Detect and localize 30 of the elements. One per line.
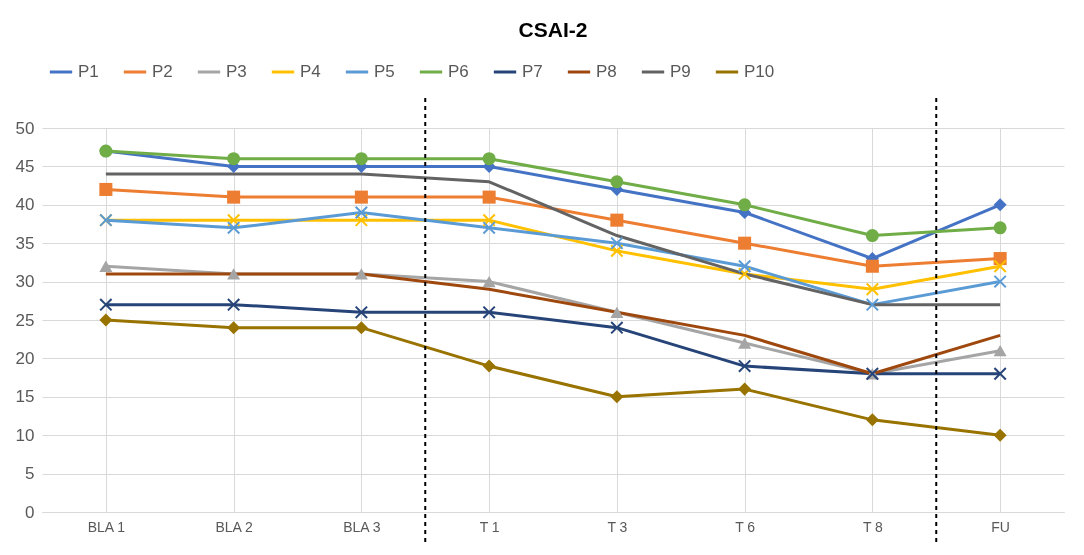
legend-label: P8 — [596, 62, 617, 81]
x-tick-label: T 8 — [862, 518, 884, 535]
legend-label: P9 — [670, 62, 691, 81]
legend-label: P6 — [448, 62, 469, 81]
x-tick-label: BLA 2 — [215, 518, 254, 535]
legend-label: P10 — [744, 62, 775, 81]
y-tick-label: 45 — [15, 156, 35, 176]
legend-label: P4 — [300, 62, 321, 81]
legend-label: P2 — [152, 62, 173, 81]
legend-label: P3 — [226, 62, 247, 81]
y-tick-label: 40 — [15, 195, 35, 215]
y-tick-label: 50 — [15, 118, 35, 138]
x-tick-label: T 1 — [479, 518, 500, 535]
y-tick-label: 20 — [15, 348, 35, 368]
legend-label: P5 — [374, 62, 395, 81]
x-tick-label: FU — [991, 518, 1010, 535]
y-tick-label: 35 — [15, 233, 35, 253]
x-tick-label: T 3 — [607, 518, 628, 535]
y-tick-label: 10 — [15, 425, 35, 445]
chart-title: CSAI-2 — [518, 18, 588, 41]
legend-label: P1 — [78, 62, 99, 81]
y-tick-label: 0 — [25, 502, 35, 522]
y-tick-label: 30 — [15, 272, 35, 292]
x-tick-label: T 6 — [735, 518, 756, 535]
legend-label: P7 — [522, 62, 543, 81]
y-tick-label: 15 — [15, 387, 35, 407]
y-tick-label: 5 — [25, 464, 35, 484]
y-tick-label: 25 — [15, 310, 35, 330]
x-tick-label: BLA 1 — [87, 518, 126, 535]
x-tick-label: BLA 3 — [343, 518, 381, 535]
